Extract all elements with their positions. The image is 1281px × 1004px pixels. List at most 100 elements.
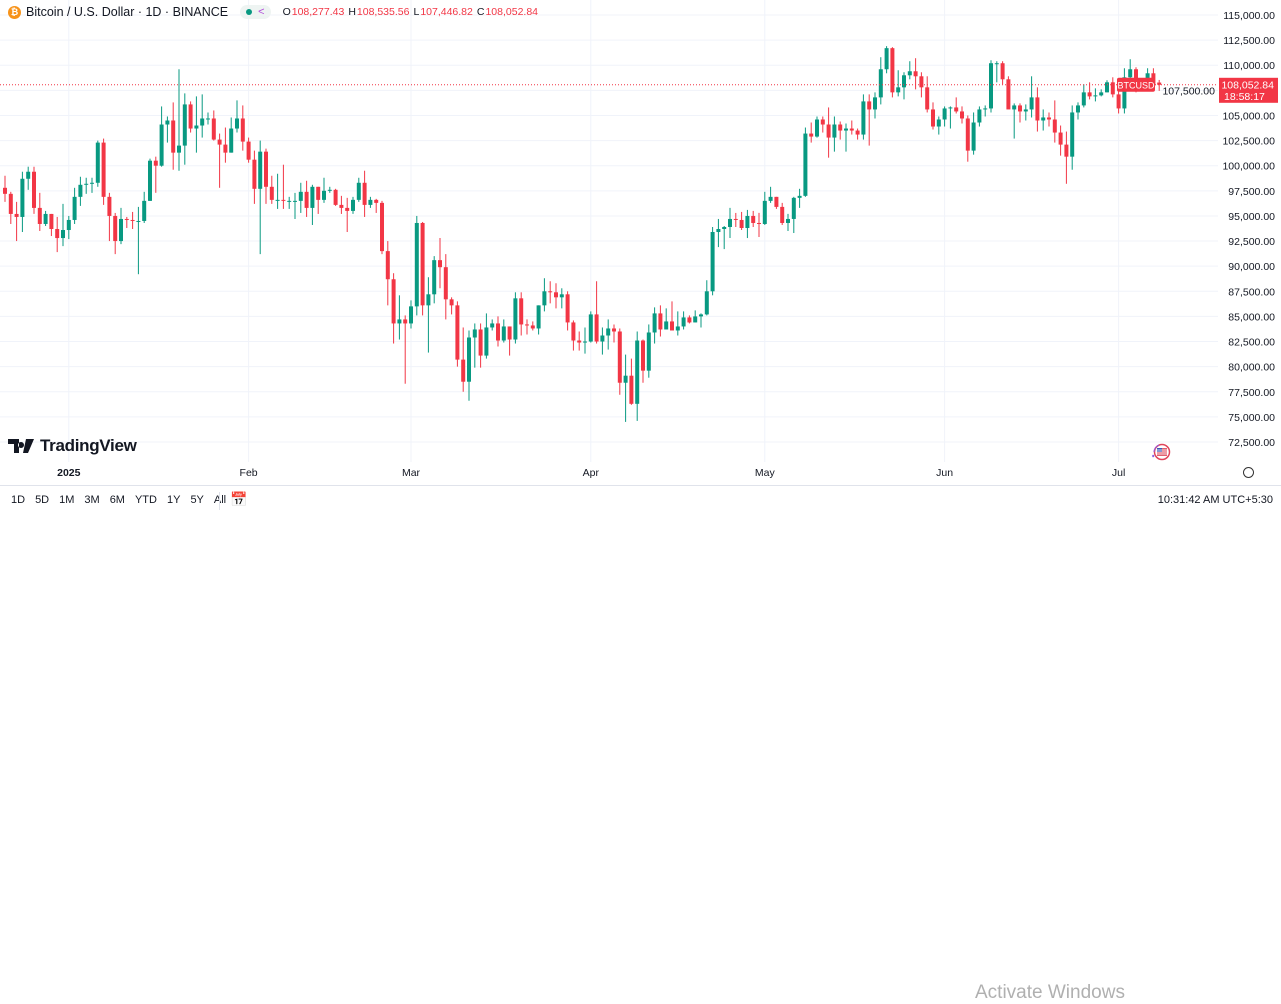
candle — [438, 238, 442, 289]
range-5y[interactable]: 5Y — [190, 494, 204, 506]
candle — [1029, 76, 1034, 118]
candle-body — [954, 107, 959, 112]
candle — [635, 331, 640, 421]
candle-body — [1064, 144, 1069, 157]
economic-calendar-flag-icon[interactable] — [1150, 443, 1171, 461]
symbol-legend: ₿ Bitcoin / U.S. Dollar · 1D · BINANCE <… — [8, 5, 542, 19]
candle — [501, 319, 506, 343]
candle — [194, 96, 199, 153]
candle-body — [1105, 82, 1109, 93]
y-tick-label: 100,000.00 — [1222, 161, 1275, 173]
candle-body — [942, 108, 947, 120]
candle-body — [693, 316, 698, 323]
candle — [1006, 76, 1011, 110]
candle — [1099, 89, 1104, 97]
range-1m[interactable]: 1M — [59, 494, 75, 506]
range-1y[interactable]: 1Y — [166, 494, 181, 506]
candle-body — [455, 305, 460, 360]
candle-body — [1116, 94, 1121, 109]
calendar-goto-icon[interactable]: 📅 — [230, 491, 248, 507]
candle — [1000, 61, 1005, 85]
candle — [72, 187, 77, 224]
candle — [467, 330, 471, 401]
candle-body — [351, 199, 355, 211]
candlestick-chart[interactable]: 115,000.00 112,500.00 110,000.00 107,500.00… — [0, 0, 1281, 485]
candle-body — [629, 375, 634, 404]
range-ytd[interactable]: YTD — [134, 494, 157, 506]
candle-body — [902, 75, 906, 88]
clock-timezone[interactable]: 10:31:42 AM UTC+5:30 — [1157, 494, 1273, 506]
candle-body — [849, 128, 854, 131]
candle — [293, 192, 297, 219]
candle — [646, 324, 651, 378]
candle — [583, 327, 587, 354]
live-dot-icon — [246, 9, 253, 15]
candle-body — [252, 159, 257, 189]
candle-body — [14, 213, 19, 217]
symbol-title[interactable]: Bitcoin / U.S. Dollar · 1D · BINANCE — [26, 5, 229, 19]
candle-body — [142, 200, 147, 221]
candle — [1041, 109, 1046, 131]
y-tick-label: 102,500.00 — [1222, 136, 1275, 148]
settings-icon[interactable] — [1243, 467, 1254, 478]
tradingview-logo[interactable]: TradingView — [8, 436, 137, 456]
candle-body — [948, 107, 953, 109]
candle — [664, 308, 669, 330]
range-3m[interactable]: 3M — [84, 494, 100, 506]
candle-body — [907, 71, 912, 76]
y-tick-label: 90,000.00 — [1228, 261, 1275, 273]
candle-body — [124, 218, 129, 220]
candle — [588, 311, 593, 343]
candle — [606, 319, 611, 350]
candle — [849, 120, 854, 135]
candle-body — [1058, 132, 1063, 145]
candle — [304, 180, 309, 217]
candle — [519, 292, 524, 336]
candle — [55, 216, 60, 253]
symbol-label: BTCUSD — [1117, 80, 1155, 90]
candle — [1116, 90, 1121, 114]
range-1d[interactable]: 1D — [11, 494, 26, 506]
candle — [95, 140, 100, 187]
candle — [1064, 131, 1069, 184]
candle-body — [565, 294, 570, 323]
candle — [878, 57, 883, 105]
candle — [681, 311, 686, 330]
candle — [1058, 125, 1063, 156]
bitcoin-logo: ₿ — [8, 5, 21, 19]
candle-body — [37, 207, 42, 224]
candle-body — [478, 329, 483, 356]
candle — [107, 192, 112, 242]
candle — [884, 46, 889, 74]
range-6m[interactable]: 6M — [109, 494, 125, 506]
candle — [844, 123, 848, 152]
candle — [409, 300, 413, 329]
candle-body — [229, 128, 234, 153]
candle-body — [519, 298, 524, 325]
candle-body — [264, 151, 268, 187]
candle-body — [588, 314, 593, 342]
candle — [322, 177, 326, 203]
candle — [20, 171, 25, 233]
candle — [623, 354, 628, 422]
range-5d[interactable]: 5D — [35, 494, 50, 506]
range-all[interactable]: All — [213, 494, 227, 506]
candle-body — [414, 222, 419, 307]
candle-body — [745, 215, 750, 228]
share-icon[interactable]: < — [258, 6, 265, 18]
candle-body — [235, 118, 239, 129]
candle — [762, 191, 767, 225]
candle-body — [936, 119, 941, 127]
candle-body — [472, 329, 477, 338]
candle — [559, 288, 564, 309]
y-tick-label: 115,000.00 — [1223, 10, 1275, 22]
candle — [8, 191, 13, 224]
candle-body — [426, 294, 431, 306]
candle — [722, 225, 727, 250]
candle-body — [496, 323, 500, 341]
candle — [432, 256, 437, 304]
candle-body — [571, 322, 576, 341]
candle — [554, 283, 558, 309]
status-pill[interactable]: < — [240, 5, 271, 19]
candle-body — [681, 317, 686, 327]
